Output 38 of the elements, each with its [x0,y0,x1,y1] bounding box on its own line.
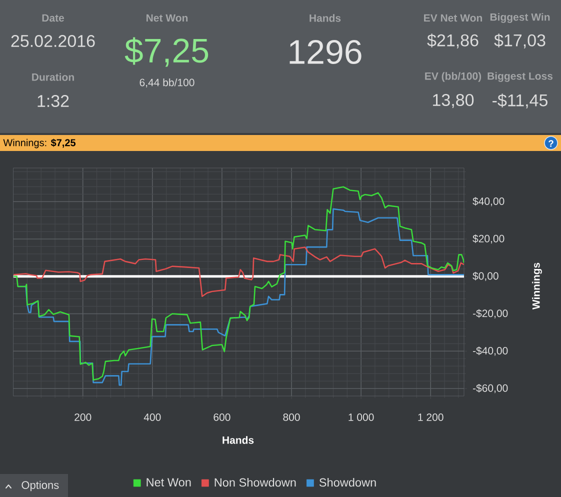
x-tick-label: 200 [74,414,92,421]
text: 13,80 [433,94,474,108]
x-tick-label: 1 000 [348,414,374,421]
text: $7,25 [124,37,208,67]
legend-label: Non Showdown [214,478,296,487]
category-label: Date [42,14,64,22]
x-tick-label: 1 200 [418,414,444,421]
text: $21,86 [427,34,478,48]
category-label: EV Net Won [424,14,482,22]
x-tick-label: 400 [144,414,161,421]
x-tick-label: 600 [214,414,230,421]
y-tick-label: $0,00 [472,272,498,281]
text: -$11,45 [492,94,548,108]
legend-label: Showdown [319,478,376,487]
y-tick-label: $20,00 [472,234,504,244]
text: 25.02.2016 [11,34,95,48]
text: $17,03 [494,34,546,48]
line-series [13,246,464,298]
y-tick-label: -$40,00 [472,346,508,356]
category-label: Hands [310,14,341,22]
category-label: Duration [32,73,74,81]
x-tick-label: 800 [283,414,300,421]
text: 6,44 bb/100 [140,78,194,88]
chart-title: Winnings: $7,25 [3,138,76,148]
category-label: EV (bb/100) [425,72,482,82]
text: 1296 [290,40,362,64]
y-tick-label: -$60,00 [472,384,508,394]
x-axis-title: Hands [222,436,254,444]
text: Options [22,480,59,492]
category-label: Biggest Loss [488,72,553,82]
legend-label: Net Won [146,478,191,486]
text: 1:32 [38,94,69,108]
y-tick-label: -$20,00 [472,309,508,318]
y-tick-label: $40,00 [472,197,504,206]
category-label: Net Won [146,14,188,22]
category-label: Biggest Win [490,13,550,23]
y-axis-title: Winnings [532,262,542,310]
text: ? [548,140,554,147]
